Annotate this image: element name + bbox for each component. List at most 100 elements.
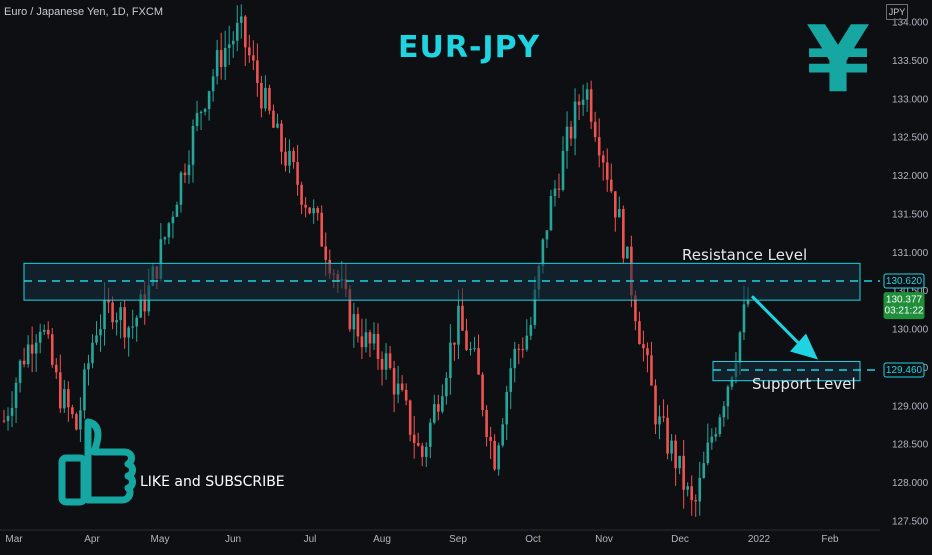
candle-body [264, 87, 267, 109]
candle-body [308, 207, 311, 214]
candle-body [437, 404, 440, 412]
candle-body [509, 368, 513, 392]
candle-body [364, 332, 368, 348]
candle-body [541, 239, 545, 266]
y-tick-label: 131.500 [892, 209, 929, 220]
arrow-head [790, 333, 818, 360]
candle-body [139, 294, 143, 318]
y-tick-label: 128.000 [892, 478, 929, 489]
candle-body [473, 348, 476, 350]
candle-body [187, 164, 191, 176]
candle-body [597, 137, 601, 156]
candle-body [420, 445, 424, 457]
y-tick-label: 134.000 [892, 18, 929, 29]
candle-body [119, 307, 122, 321]
candle-body [404, 389, 408, 401]
candle-body [300, 184, 303, 205]
candle-body [517, 348, 521, 350]
candle-body [54, 364, 58, 373]
candle-body [171, 216, 175, 224]
x-tick-label: Sep [449, 534, 467, 545]
last-price-tag-text: 130.377 [886, 295, 923, 306]
candle-body [227, 44, 231, 49]
symbol-header[interactable]: Euro / Japanese Yen, 1D, FXCM [4, 6, 163, 18]
candle-body [706, 442, 710, 464]
candle-body [30, 344, 34, 354]
candle-body [268, 87, 271, 111]
last-price-tag-text: 03:21:22 [885, 306, 924, 317]
candle-body [368, 332, 372, 344]
candle-body [718, 417, 722, 435]
candle-body [280, 123, 283, 152]
y-tick-label: 132.500 [892, 133, 929, 144]
candle-body [690, 486, 693, 501]
candle-body [235, 22, 239, 41]
currency-tag[interactable]: JPY [886, 4, 908, 20]
candle-body [553, 188, 557, 196]
candle-body [71, 407, 74, 415]
candle-body [352, 314, 356, 330]
candle-body [26, 344, 30, 365]
candle-body [203, 109, 207, 112]
candle-body [384, 353, 388, 370]
candle-body [565, 126, 569, 151]
candle-body [91, 342, 94, 364]
candle-body [292, 150, 295, 163]
candle-body [14, 382, 18, 408]
candle-body [613, 191, 617, 218]
candle-body [380, 358, 384, 370]
candle-body [489, 436, 492, 441]
x-tick-label: Oct [525, 534, 541, 545]
candle-body [272, 110, 275, 128]
candle-body [260, 82, 263, 109]
candle-body [465, 330, 468, 350]
candle-body [231, 40, 235, 45]
support-price-tag [883, 362, 925, 378]
candle-body [167, 223, 171, 238]
y-tick-label: 133.000 [892, 94, 929, 105]
candle-body [191, 125, 195, 165]
candle-body [103, 299, 106, 330]
candle-body [348, 289, 352, 330]
candle-body [79, 410, 82, 430]
candle-body [428, 422, 432, 447]
x-tick-label: Nov [595, 534, 613, 545]
candle-body [686, 486, 689, 490]
candle-body [376, 333, 380, 359]
candle-body [654, 385, 657, 425]
candle-body [605, 162, 609, 180]
candle-body [75, 414, 78, 430]
candle-body [392, 368, 396, 395]
candle-body [457, 305, 460, 345]
support-price-tag-text: 129.460 [886, 365, 923, 376]
candle-body [388, 353, 392, 369]
candle-body [521, 349, 525, 351]
resistance-zone [23, 262, 861, 301]
candle-body [529, 324, 533, 336]
y-tick-label: 128.500 [892, 440, 929, 451]
candle-body [87, 363, 90, 370]
candle-body [449, 342, 452, 378]
candle-body [95, 335, 98, 343]
candle-body [714, 434, 718, 437]
x-tick-label: Feb [821, 534, 839, 545]
candle-body [513, 348, 517, 369]
candle-body [131, 326, 134, 328]
candle-body [207, 91, 211, 110]
candle-body [63, 389, 66, 409]
y-tick-label: 130.000 [892, 325, 929, 336]
candle-body [658, 416, 661, 425]
candle-body [10, 407, 14, 416]
candle-body [179, 172, 183, 205]
candle-body [372, 333, 376, 344]
y-tick-label: 129.000 [892, 401, 929, 412]
candle-body [163, 237, 167, 240]
candle-body [525, 335, 529, 350]
candle-body [497, 445, 500, 470]
x-tick-label: Jun [225, 534, 241, 545]
candle-body [211, 76, 215, 92]
candle-body [288, 150, 291, 166]
candle-body [722, 406, 726, 418]
candle-body [642, 344, 645, 349]
